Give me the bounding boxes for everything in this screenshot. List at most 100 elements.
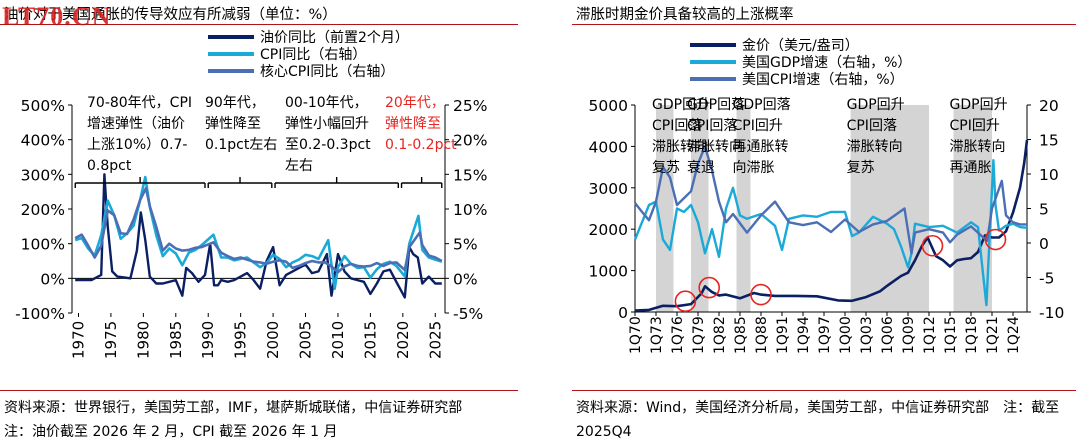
x-tick-label: 2025	[426, 321, 444, 359]
x-tick-label: 1Q24	[1006, 316, 1022, 354]
y-left-tick-label: 3000	[589, 180, 628, 198]
stagflation-band	[656, 105, 674, 312]
x-tick-label: 1985	[167, 321, 185, 359]
period-annotation-line: 至0.2-0.3pct	[285, 137, 371, 153]
x-tick-label: 1Q76	[670, 316, 686, 354]
stagflation-band	[953, 105, 992, 312]
period-annotation-line: 0.1pct左右	[205, 137, 277, 153]
y-left-tick-label: 200%	[21, 201, 65, 219]
series-line-2	[74, 186, 443, 274]
stagflation-band	[736, 105, 751, 312]
band-annotation-line: CPI回落	[687, 118, 737, 134]
y-left-tick-label: 1000	[589, 263, 628, 281]
x-tick-label: 1Q21	[985, 316, 1001, 354]
y-left-tick-label: 0	[618, 304, 628, 322]
band-annotation-line: 复苏	[652, 159, 680, 176]
x-tick-label: 1Q85	[733, 316, 749, 354]
y-left-tick-label: 400%	[21, 132, 65, 150]
period-annotation-line: 增速弹性（油价	[87, 116, 185, 132]
band-annotation-line: 滞胀转向	[687, 139, 743, 155]
x-tick-label: 1Q09	[901, 316, 917, 354]
x-tick-label: 1980	[134, 321, 152, 359]
y-right-tick-label: 15	[1039, 132, 1059, 150]
band-annotation-line: GDP回升	[847, 97, 905, 113]
period-annotation-line: 70-80年代，CPI	[87, 95, 192, 111]
y-left-tick-label: 0%	[40, 270, 65, 288]
period-annotation-line: 00-10年代，	[285, 95, 368, 111]
series-line-2	[634, 145, 1027, 255]
x-tick-label: 1Q03	[859, 316, 875, 354]
stagflation-band	[850, 105, 929, 312]
right-chart-panel: 滞胀时期金价具备较高的上涨概率 5000 4000 3000 2000 1000 0 20 1…	[572, 0, 1080, 447]
right-chart-title: 滞胀时期金价具备较高的上涨概率	[576, 7, 794, 23]
y-left-tick-label: 500%	[21, 97, 65, 115]
y-left-tick-label: 4000	[589, 138, 628, 156]
x-tick-label: 1995	[232, 321, 250, 359]
y-right-tick-label: 25%	[453, 97, 487, 115]
x-tick-label: 1Q15	[943, 316, 959, 354]
band-annotation-line: GDP回落	[733, 97, 791, 113]
x-tick-label: 1Q70	[628, 316, 644, 354]
y-right-tick-label: 5%	[453, 236, 478, 254]
x-tick-label: 2000	[264, 321, 282, 359]
band-annotation-line: GDP回升	[950, 97, 1008, 113]
period-annotation-line: 20年代，	[385, 95, 445, 111]
x-tick-label: 1Q73	[649, 316, 665, 354]
legend-label: 油价同比（前置2个月）	[260, 29, 409, 46]
x-tick-label: 1Q00	[838, 316, 854, 354]
left-line-chart: 500% 400% 300% 200% 100% 0% -100% 25% 20% 15% 10% 5…	[15, 29, 487, 359]
period-annotation-line: 90年代，	[205, 95, 265, 111]
series-line-1	[633, 159, 1028, 307]
legend-label: 美国CPI增速（右轴，%）	[742, 72, 904, 88]
x-tick-label: 1Q88	[754, 316, 770, 354]
period-annotation-line: 上涨10%）0.7-	[87, 137, 187, 153]
band-annotation-line: 向滞胀	[733, 160, 775, 176]
y-left-tick-label: 2000	[589, 221, 628, 239]
band-annotation-line: GDP回升	[652, 97, 710, 113]
highlight-circle	[698, 276, 720, 299]
x-tick-label: 1Q18	[964, 316, 980, 354]
x-tick-label: 1Q94	[796, 316, 812, 354]
title-divider	[572, 24, 1076, 25]
band-annotation-line: 再通胀转	[733, 139, 789, 155]
y-right-tick-label: 5	[1039, 201, 1049, 219]
highlight-circle	[984, 228, 1007, 251]
x-tick-label: 2010	[329, 321, 347, 359]
right-line-chart: 5000 4000 3000 2000 1000 0 20 15 10 5 0 -5 -10 1Q70 1Q…	[589, 38, 1065, 354]
legend-label: 金价（美元/盎司）	[742, 38, 859, 54]
x-tick-label: 2020	[394, 321, 412, 359]
title-divider	[0, 24, 518, 25]
band-annotation-line: 滞胀转向	[847, 139, 903, 155]
y-right-tick-label: 0%	[453, 270, 478, 288]
stagflation-band	[691, 105, 709, 312]
y-right-tick-label: 10	[1039, 166, 1059, 184]
y-right-tick-label: 15%	[453, 166, 487, 184]
period-annotation-line: 左右	[285, 158, 313, 174]
x-tick-label: 1970	[69, 321, 87, 359]
period-annotation-line: 弹性降至	[385, 116, 441, 132]
y-left-tick-label: 5000	[589, 97, 628, 115]
y-right-tick-label: -5%	[453, 305, 483, 323]
y-left-tick-label: 100%	[21, 236, 65, 254]
x-tick-label: 1990	[199, 321, 217, 359]
highlight-circle	[750, 283, 772, 306]
band-annotation-line: 滞胀转向	[950, 139, 1006, 155]
y-right-tick-label: -10	[1039, 304, 1064, 322]
y-right-tick-label: 20	[1039, 97, 1059, 115]
x-tick-label: 1Q06	[880, 316, 896, 354]
series-line-1	[74, 175, 443, 290]
period-annotation-line: 弹性小幅回升	[285, 116, 369, 132]
legend-label: 核心CPI同比（右轴）	[260, 64, 394, 80]
period-annotation-line: 弹性降至	[205, 116, 261, 132]
y-left-tick-label: 300%	[21, 166, 65, 184]
watermark-logo: LT70.CN	[2, 2, 112, 31]
x-tick-label: 1Q91	[775, 316, 791, 354]
source-divider	[0, 390, 518, 391]
x-tick-label: 1Q97	[817, 316, 833, 354]
y-right-tick-label: 0	[1039, 235, 1049, 253]
y-right-tick-label: -5	[1039, 270, 1054, 288]
band-annotation-line: CPI回升	[950, 118, 1000, 134]
band-annotation-line: CPI回落	[652, 118, 702, 134]
band-annotation-line: GDP回落	[687, 97, 745, 113]
x-tick-label: 1Q79	[691, 316, 707, 354]
